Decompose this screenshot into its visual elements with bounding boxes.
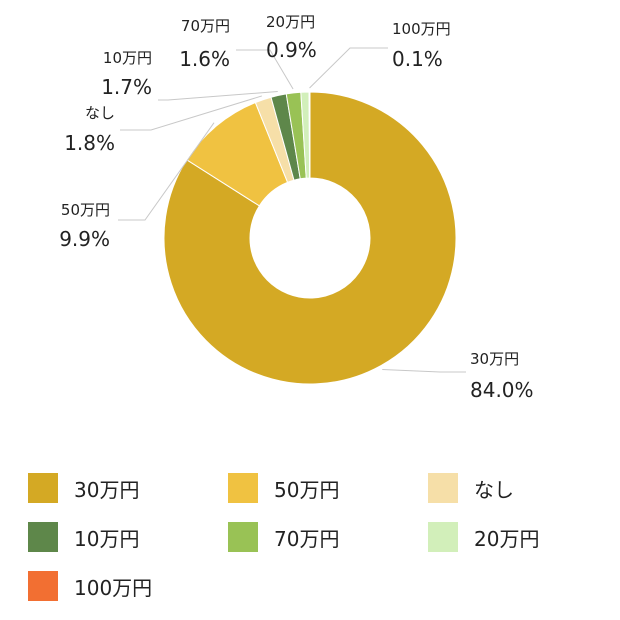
slice-label-value-20man: 0.9% [266, 38, 317, 62]
slice-label-value-50man: 9.9% [59, 227, 110, 251]
legend-label-70man: 70万円 [274, 526, 340, 551]
donut-slices [163, 91, 457, 385]
slice-label-name-100man: 100万円 [392, 20, 451, 38]
slice-labels: 30万円 84.0% 50万円 9.9% なし 1.8% 10万円 1.7% 70万円 1.6% 2… [59, 13, 533, 402]
leader-line-50man [118, 122, 215, 221]
slice-label-value-100man: 0.1% [392, 47, 443, 71]
donut-chart: 30万円 84.0% 50万円 9.9% なし 1.8% 10万円 1.7% 70万円 1.6% 2… [59, 13, 533, 402]
legend-swatch-30man [28, 473, 58, 503]
slice-label-value-nashi: 1.8% [64, 131, 115, 155]
slice-label-name-nashi: なし [85, 104, 115, 122]
legend-swatch-50man [228, 473, 258, 503]
legend-item-20man: 20万円 [428, 522, 539, 552]
legend-swatch-100man [28, 571, 58, 601]
legend-label-10man: 10万円 [74, 526, 140, 551]
slice-label-value-30man: 84.0% [470, 378, 534, 402]
legend-label-nashi: なし [474, 477, 514, 502]
legend-item-50man: 50万円 [228, 473, 339, 503]
slice-label-value-10man: 1.7% [101, 75, 152, 99]
slice-label-name-10man: 10万円 [103, 49, 152, 67]
leader-line-70man [236, 49, 294, 90]
legend-swatch-70man [228, 522, 258, 552]
leader-line-nashi [120, 95, 263, 131]
legend-label-20man: 20万円 [474, 526, 540, 551]
legend-label-50man: 50万円 [274, 477, 340, 502]
legend-item-100man: 100万円 [28, 571, 152, 601]
legend-swatch-20man [428, 522, 458, 552]
legend-label-100man: 100万円 [74, 575, 153, 600]
slice-label-name-70man: 70万円 [181, 17, 230, 35]
slice-label-name-30man: 30万円 [470, 350, 519, 368]
slice-30man [163, 91, 457, 385]
legend-item-nashi: なし [428, 473, 514, 503]
slice-label-name-50man: 50万円 [61, 201, 110, 219]
legend-swatch-10man [28, 522, 58, 552]
legend-swatch-nashi [428, 473, 458, 503]
legend-item-70man: 70万円 [228, 522, 339, 552]
slice-label-value-70man: 1.6% [179, 47, 230, 71]
leader-line-100man [309, 47, 388, 89]
legend-label-30man: 30万円 [74, 477, 140, 502]
leader-line-30man [382, 368, 466, 373]
slice-label-name-20man: 20万円 [266, 13, 315, 31]
leader-line-10man [158, 91, 278, 101]
leader-lines [118, 47, 466, 373]
legend-item-30man: 30万円 [28, 473, 139, 503]
legend-item-10man: 10万円 [28, 522, 139, 552]
slice-100man [308, 91, 311, 179]
